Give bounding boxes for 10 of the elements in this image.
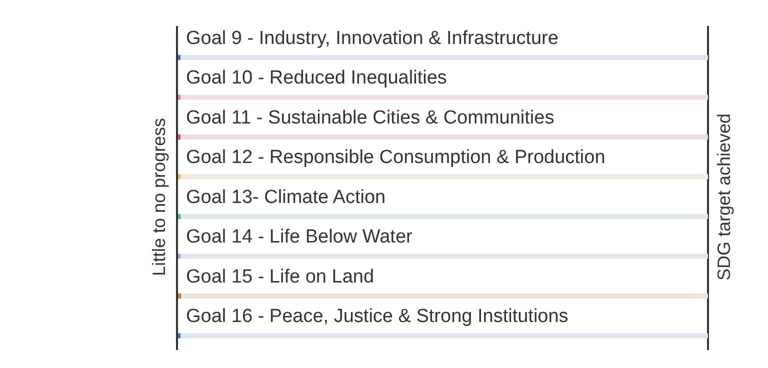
y-tick-label: Goal 11 - Sustainable Cities & Communities: [186, 107, 554, 128]
text: Little to no progress: [149, 118, 169, 276]
y-tick-label: Goal 12 - Responsible Consumption & Production: [186, 147, 606, 168]
y-tick-label: Goal 15 - Life on Land: [186, 266, 374, 288]
y-tick-label: Goal 16 - Peace, Justice & Strong Institutions: [186, 306, 568, 328]
y-tick-label: Goal 14 - Life Below Water: [186, 226, 414, 248]
y-tick-label: Goal 13- Climate Action: [186, 186, 386, 208]
text: SDG target achieved: [714, 113, 734, 281]
y-tick-label: Goal 10 - Reduced Inequalities: [186, 68, 447, 89]
y-tick-label: Goal 9 - Industry, Innovation & Infrastructure: [186, 28, 558, 49]
